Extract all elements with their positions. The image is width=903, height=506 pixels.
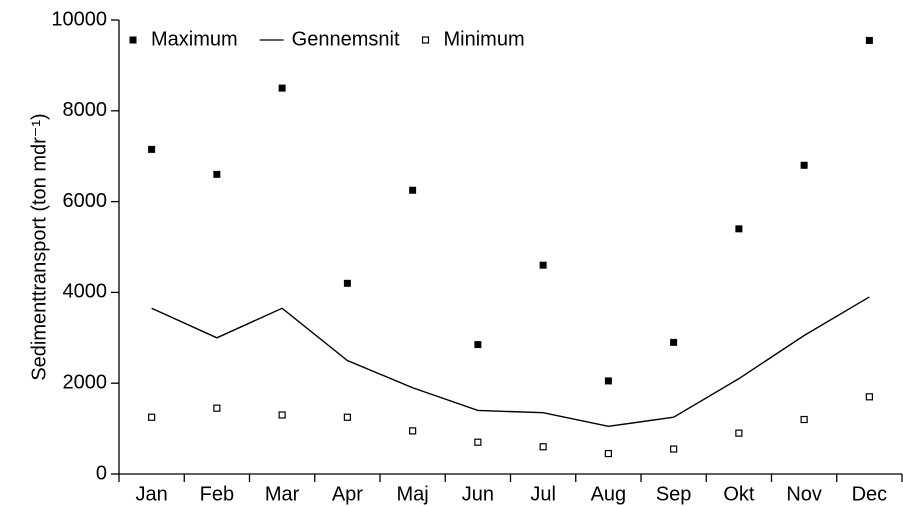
point: [670, 338, 678, 346]
x-tick-label: Jul: [530, 483, 556, 505]
legend-swatch: [129, 36, 137, 44]
x-tick-label: Dec: [852, 483, 888, 505]
x-tick-label: Feb: [200, 483, 234, 505]
y-tick-label: 8000: [63, 99, 108, 121]
point: [213, 170, 221, 178]
point: [539, 261, 547, 269]
point: [800, 415, 808, 424]
y-tick-label: 2000: [63, 371, 108, 393]
x-tick-label: Mar: [265, 483, 300, 505]
y-tick-label: 0: [96, 462, 107, 484]
y-tick-label: 6000: [63, 190, 108, 212]
legend-label: Gennemsnit: [292, 28, 400, 50]
legend-swatch: [421, 36, 430, 44]
x-tick-label: Jan: [136, 483, 168, 505]
point: [735, 429, 743, 437]
point: [278, 84, 286, 92]
x-tick-label: Apr: [332, 483, 363, 505]
x-tick-label: Okt: [723, 483, 755, 505]
x-tick-label: Sep: [656, 483, 692, 505]
line: [151, 296, 870, 428]
x-tick-label: Aug: [591, 483, 627, 505]
point: [865, 36, 873, 44]
point: [148, 413, 156, 421]
x-tick-label: Maj: [397, 483, 429, 505]
y-axis-label: Sedimenttransport (ton mdr⁻¹): [28, 113, 50, 380]
point: [474, 341, 482, 349]
point: [604, 449, 612, 458]
y-tick-label: 10000: [51, 8, 107, 30]
point: [409, 427, 417, 435]
y-tick-label: 4000: [63, 281, 108, 303]
legend-label: Maximum: [151, 28, 238, 50]
point: [865, 393, 873, 401]
point: [800, 161, 808, 169]
x-tick-label: Nov: [786, 483, 822, 505]
point: [670, 445, 678, 453]
point: [148, 145, 156, 153]
point: [604, 377, 612, 385]
point: [278, 411, 286, 419]
point: [735, 225, 743, 233]
point: [474, 438, 482, 446]
point: [343, 279, 351, 287]
point: [343, 413, 351, 421]
point: [213, 404, 221, 412]
x-tick-label: Jun: [462, 483, 494, 505]
legend-label: Minimum: [444, 28, 525, 50]
point: [409, 186, 417, 194]
point: [539, 443, 547, 451]
